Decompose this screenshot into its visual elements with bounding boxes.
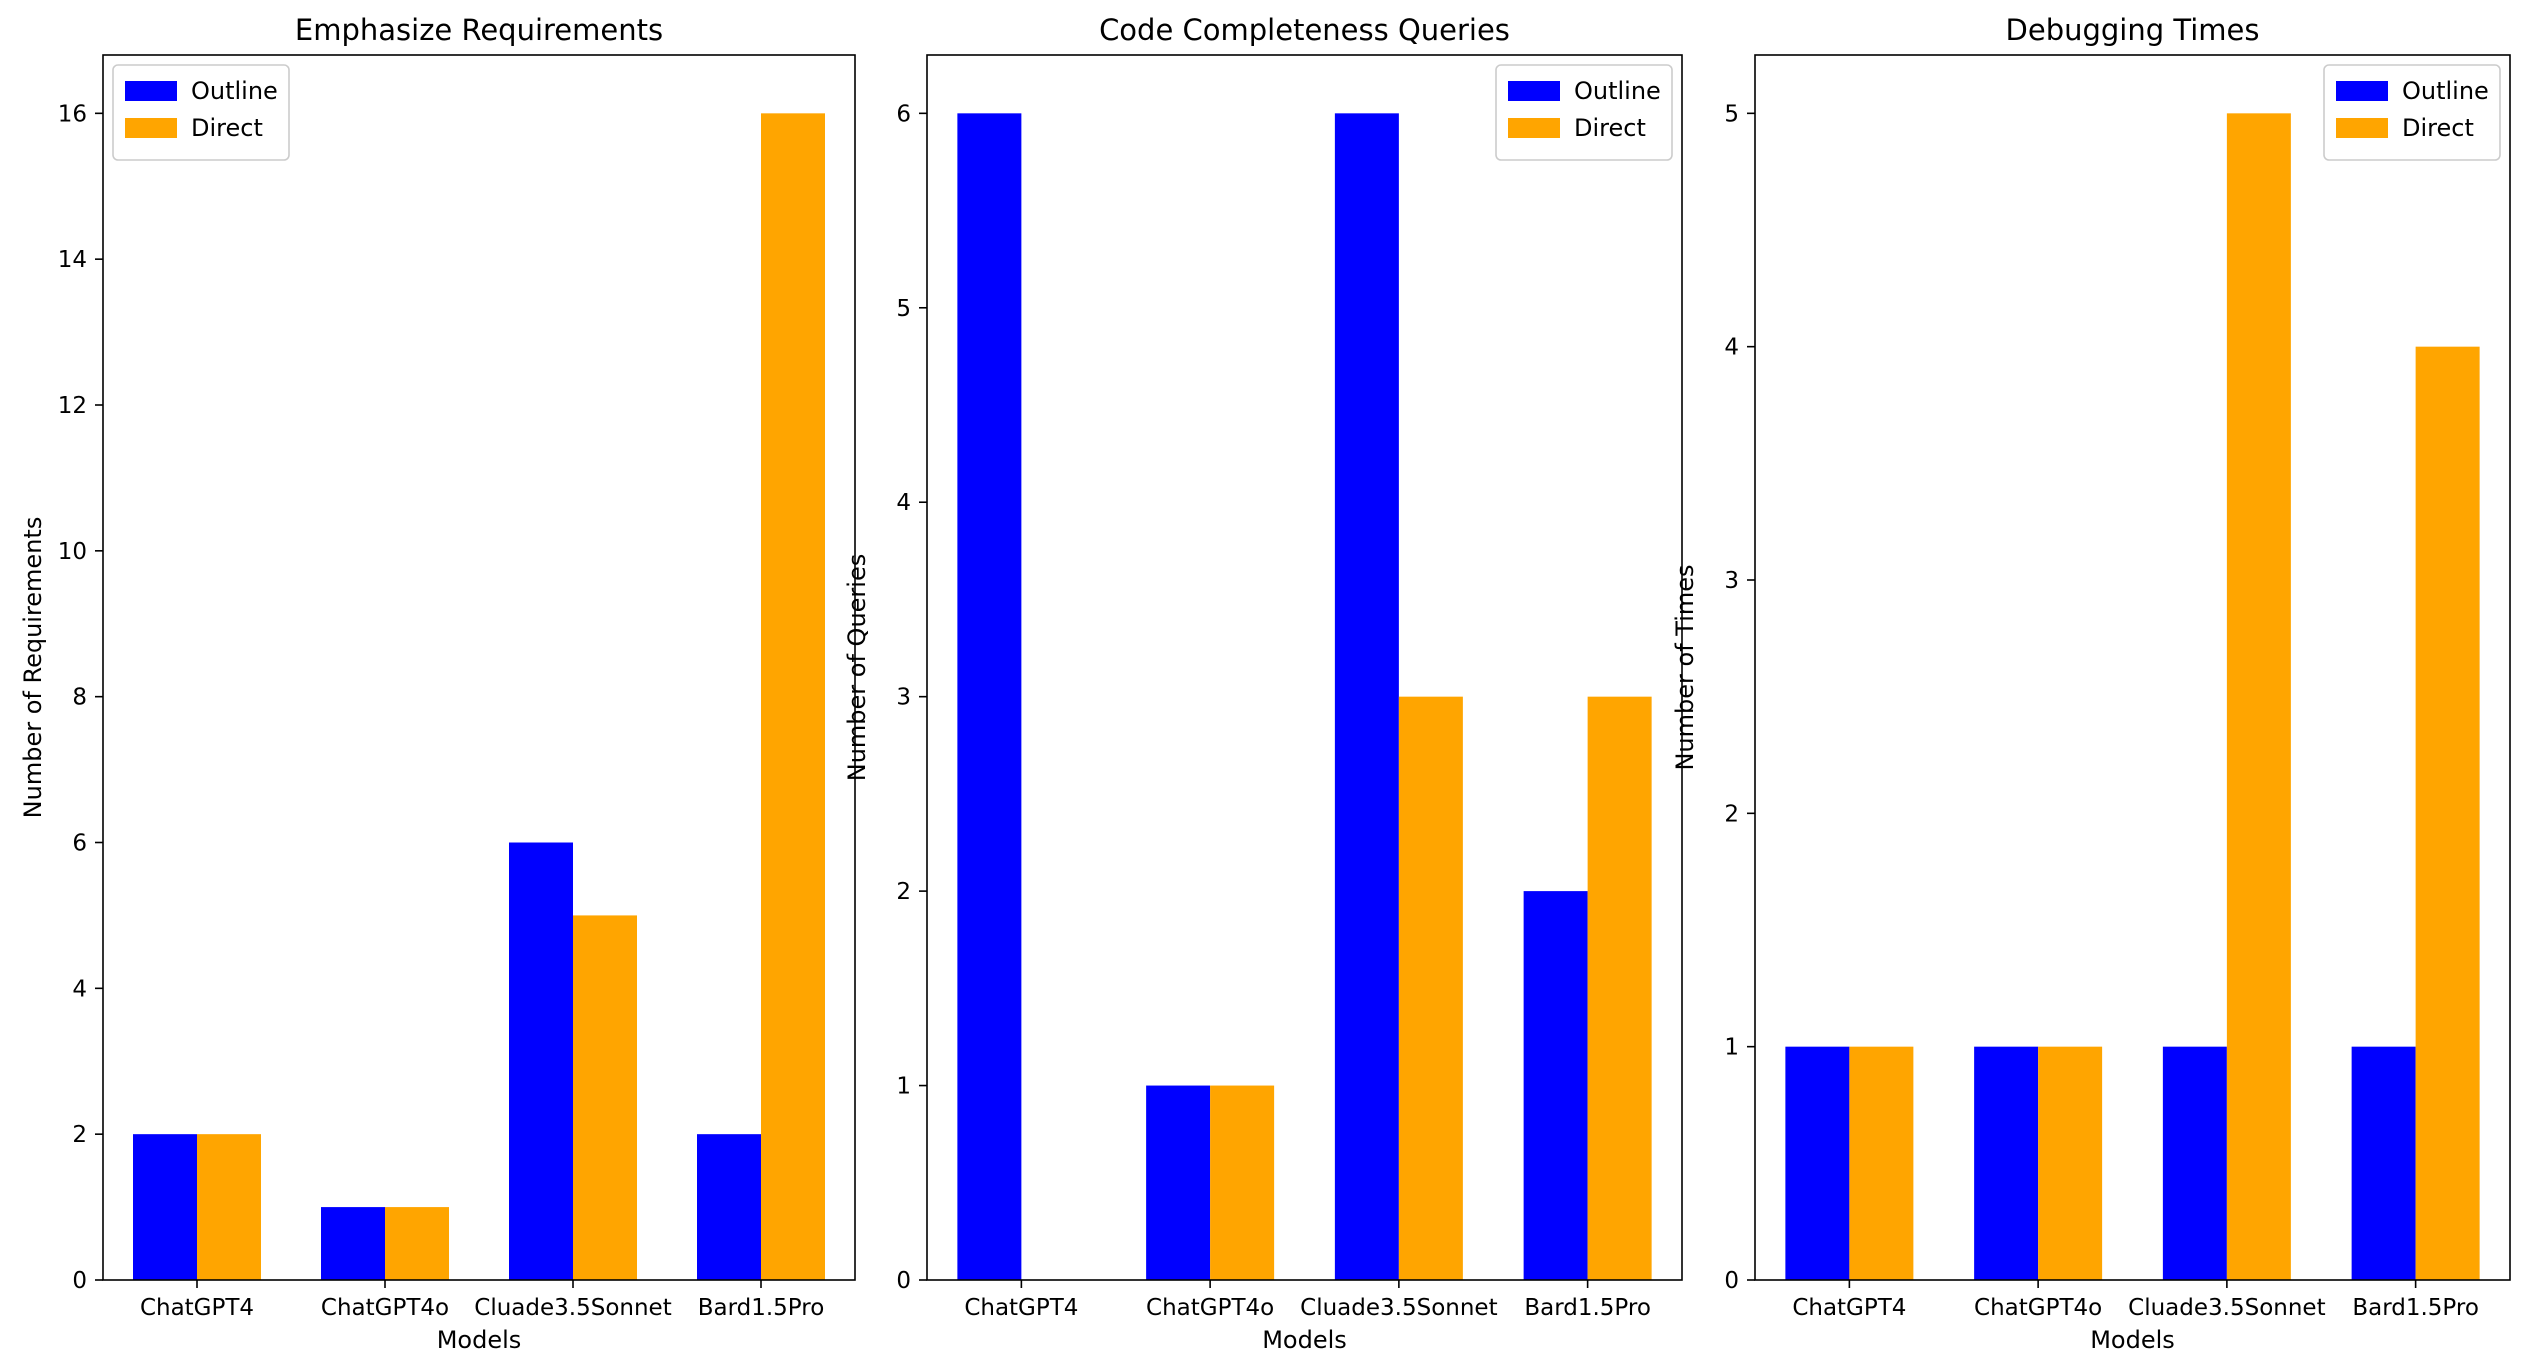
x-tick-label: ChatGPT4o: [1146, 1295, 1274, 1321]
x-tick-label: ChatGPT4: [1792, 1295, 1906, 1321]
y-tick-label: 5: [1724, 101, 1739, 127]
legend-label-outline: Outline: [191, 77, 278, 105]
y-axis-label: Number of Requirements: [19, 517, 47, 819]
y-tick-label: 5: [896, 296, 911, 322]
x-tick-label: Cluade3.5Sonnet: [474, 1295, 671, 1321]
legend: Outline Direct: [112, 64, 290, 161]
x-tick-label: Cluade3.5Sonnet: [1300, 1295, 1497, 1321]
legend-label-outline: Outline: [2402, 77, 2489, 105]
y-tick-label: 6: [896, 101, 911, 127]
chart-panel-3: 0 1 2 3 4 5 ChatGPT4 ChatGPT4o Cluade3.5Sonnet Ba…: [1671, 13, 2511, 1354]
chart-panel-1: 0 2 4 6 8 10 12 14 16 ChatGPT4 ChatGPT4o Cluade3.5S…: [19, 13, 856, 1354]
bar-outline-3: [1334, 113, 1399, 1280]
y-tick-label: 1: [1724, 1035, 1739, 1061]
y-tick-label: 0: [896, 1268, 911, 1294]
bar-outline-3: [509, 842, 573, 1280]
bar-direct-4: [761, 113, 825, 1280]
axes-frame: [1754, 54, 2511, 1281]
chart-title: Debugging Times: [2006, 13, 2260, 47]
legend-label-direct: Direct: [2402, 114, 2474, 142]
x-tick-label: ChatGPT4: [964, 1295, 1078, 1321]
bar-direct-4: [2415, 346, 2480, 1281]
y-tick-label: 2: [1724, 801, 1739, 827]
bar-direct-3: [1398, 696, 1463, 1280]
x-tick-label: ChatGPT4: [140, 1295, 254, 1321]
bar-direct-1: [1849, 1046, 1914, 1280]
bar-direct-2: [1210, 1085, 1275, 1280]
y-tick-label: 3: [1724, 568, 1739, 594]
y-tick-label: 6: [72, 831, 87, 857]
legend-swatch-outline: [125, 81, 177, 101]
x-axis-label: Models: [437, 1326, 522, 1354]
x-tick-label: Bard1.5Pro: [2352, 1295, 2479, 1321]
legend-swatch-direct: [1508, 118, 1560, 138]
x-tick-label: ChatGPT4o: [1974, 1295, 2102, 1321]
y-tick-label: 0: [1724, 1268, 1739, 1294]
legend-swatch-direct: [2336, 118, 2388, 138]
bar-outline-2: [1146, 1085, 1211, 1280]
bar-direct-4: [1587, 696, 1652, 1280]
y-tick-label: 3: [896, 685, 911, 711]
x-axis-label: Models: [2090, 1326, 2175, 1354]
axes-frame: [926, 54, 1683, 1281]
y-tick-label: 14: [58, 247, 87, 273]
y-tick-label: 12: [58, 393, 87, 419]
y-tick-label: 16: [58, 101, 87, 127]
bar-outline-4: [697, 1134, 761, 1280]
bar-outline-4: [2351, 1046, 2416, 1280]
legend-swatch-outline: [1508, 81, 1560, 101]
legend-label-direct: Direct: [1574, 114, 1646, 142]
bar-direct-2: [2038, 1046, 2103, 1280]
bar-direct-1: [197, 1134, 261, 1280]
chart-title: Emphasize Requirements: [295, 13, 663, 47]
bar-outline-2: [321, 1207, 385, 1280]
bar-outline-1: [957, 113, 1022, 1280]
chart-title: Code Completeness Queries: [1099, 13, 1510, 47]
legend-label-direct: Direct: [191, 114, 263, 142]
y-tick-label: 4: [1724, 335, 1739, 361]
bar-outline-2: [1974, 1046, 2039, 1280]
bar-direct-3: [573, 915, 637, 1280]
y-tick-label: 4: [896, 490, 911, 516]
legend-swatch-outline: [2336, 81, 2388, 101]
y-axis-label: Number of Queries: [843, 554, 871, 781]
y-tick-label: 1: [896, 1074, 911, 1100]
y-tick-label: 2: [896, 879, 911, 905]
x-tick-label: Cluade3.5Sonnet: [2128, 1295, 2325, 1321]
x-tick-label: ChatGPT4o: [321, 1295, 449, 1321]
legend: Outline Direct: [2323, 64, 2501, 161]
bar-outline-1: [133, 1134, 197, 1280]
y-tick-label: 0: [72, 1268, 87, 1294]
y-tick-label: 8: [72, 685, 87, 711]
legend: Outline Direct: [1495, 64, 1673, 161]
y-tick-label: 2: [72, 1122, 87, 1148]
bar-direct-3: [2226, 113, 2291, 1280]
bar-outline-1: [1785, 1046, 1850, 1280]
y-tick-label: 10: [58, 539, 87, 565]
axes-frame: [102, 54, 856, 1281]
bar-outline-3: [2162, 1046, 2227, 1280]
legend-label-outline: Outline: [1574, 77, 1661, 105]
y-tick-label: 4: [72, 976, 87, 1002]
x-tick-label: Bard1.5Pro: [1524, 1295, 1651, 1321]
legend-swatch-direct: [125, 118, 177, 138]
bar-outline-4: [1523, 891, 1588, 1280]
x-tick-label: Bard1.5Pro: [698, 1295, 825, 1321]
y-axis-label: Number of Times: [1671, 564, 1699, 770]
x-axis-label: Models: [1262, 1326, 1347, 1354]
bar-direct-2: [385, 1207, 449, 1280]
chart-panel-2: 0 1 2 3 4 5 6 ChatGPT4 ChatGPT4o Cluade3.5Sonnet B…: [843, 13, 1683, 1354]
